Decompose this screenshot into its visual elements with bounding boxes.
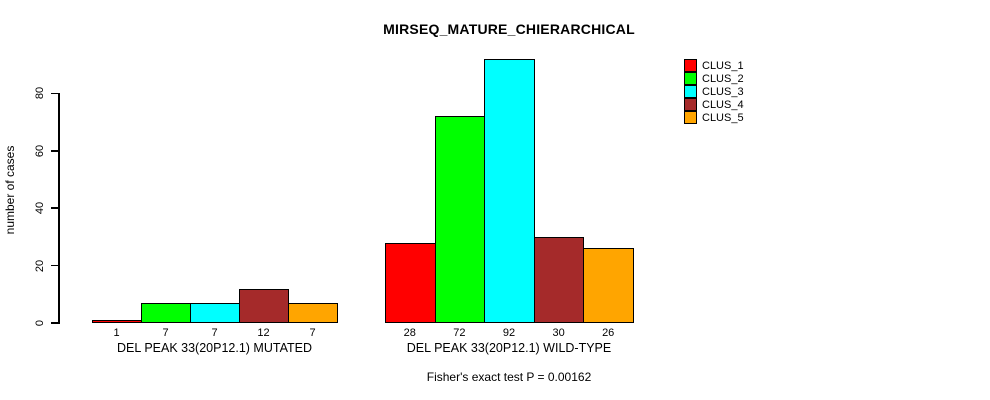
y-axis-tick-label: 40 bbox=[34, 202, 46, 215]
bar-clus_1 bbox=[92, 320, 142, 323]
bar-value-label: 26 bbox=[602, 327, 615, 339]
bar-clus_1 bbox=[385, 242, 436, 323]
group-label: DEL PEAK 33(20P12.1) WILD-TYPE bbox=[406, 341, 612, 355]
y-axis-tick bbox=[51, 322, 58, 324]
bar-clus_4 bbox=[239, 288, 289, 323]
bar-clus_3 bbox=[190, 302, 240, 323]
y-axis-line bbox=[58, 93, 60, 324]
bar-value-label: 28 bbox=[403, 327, 416, 339]
legend-swatch-clus_3 bbox=[684, 85, 697, 98]
bar-value-label: 30 bbox=[552, 327, 565, 339]
y-axis-tick-label: 0 bbox=[34, 319, 46, 327]
bar-value-label: 92 bbox=[502, 327, 516, 339]
y-axis-tick-label: 80 bbox=[34, 87, 46, 100]
legend-label: CLUS_5 bbox=[702, 111, 744, 124]
legend-label: CLUS_1 bbox=[702, 59, 744, 72]
bar-value-label: 7 bbox=[211, 327, 218, 339]
y-axis-tick bbox=[51, 92, 58, 95]
legend-row: CLUS_2 bbox=[684, 72, 744, 85]
bar-clus_2 bbox=[434, 116, 486, 323]
legend: CLUS_1 CLUS_2 CLUS_3 CLUS_4 CLUS_5 bbox=[684, 59, 744, 124]
legend-label: CLUS_4 bbox=[702, 98, 744, 111]
bar-value-label: 7 bbox=[162, 327, 169, 339]
y-axis-tick bbox=[51, 264, 58, 267]
bar-clus_5 bbox=[583, 248, 634, 323]
bar-value-label: 1 bbox=[113, 327, 120, 339]
bar-clus_2 bbox=[141, 302, 191, 323]
y-axis-tick-label: 20 bbox=[34, 259, 46, 272]
bar-clus_4 bbox=[533, 236, 585, 323]
bar-value-label: 7 bbox=[309, 327, 316, 339]
bar-clus_5 bbox=[288, 302, 338, 323]
legend-swatch-clus_4 bbox=[684, 98, 697, 111]
legend-swatch-clus_2 bbox=[684, 72, 697, 85]
legend-row: CLUS_4 bbox=[684, 98, 744, 111]
legend-row: CLUS_5 bbox=[684, 111, 744, 124]
annotation-text: Fisher's exact test P = 0.00162 bbox=[426, 370, 592, 384]
legend-swatch-clus_5 bbox=[684, 111, 697, 124]
y-axis-label: number of cases bbox=[3, 145, 17, 235]
y-axis-tick-label: 60 bbox=[34, 144, 46, 157]
bar-clus_3 bbox=[484, 58, 535, 323]
y-axis-tick bbox=[51, 207, 58, 209]
legend-label: CLUS_3 bbox=[702, 85, 744, 98]
chart-title: MIRSEQ_MATURE_CHIERARCHICAL bbox=[383, 21, 635, 37]
bar-value-label: 12 bbox=[257, 327, 270, 339]
bar-value-label: 72 bbox=[453, 327, 466, 339]
legend-row: CLUS_1 bbox=[684, 59, 744, 72]
legend-label: CLUS_2 bbox=[702, 72, 744, 85]
group-label: DEL PEAK 33(20P12.1) MUTATED bbox=[117, 341, 312, 355]
y-axis-tick bbox=[51, 150, 58, 152]
legend-swatch-clus_1 bbox=[684, 59, 697, 72]
legend-row: CLUS_3 bbox=[684, 85, 744, 98]
